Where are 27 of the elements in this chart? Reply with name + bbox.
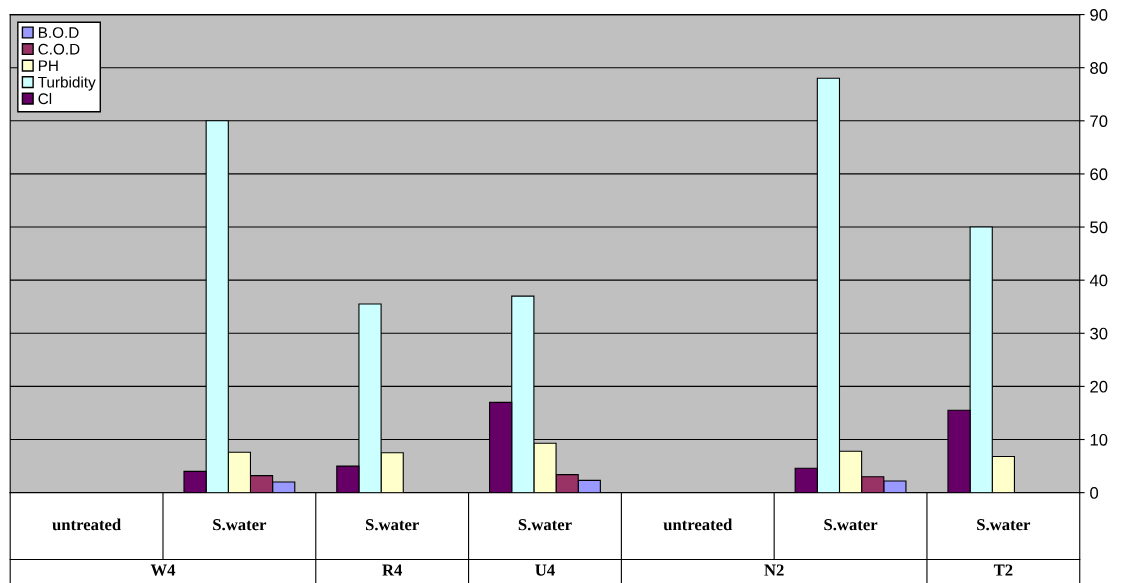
legend-label: PH: [38, 60, 58, 71]
y-tick-label: 20: [1090, 380, 1108, 393]
x-tick-label: S.water: [977, 519, 1031, 531]
y-tick-label: 30: [1090, 327, 1108, 340]
text: R4: [382, 564, 403, 576]
legend-label: Turbidity: [38, 76, 96, 91]
text: U4: [535, 564, 555, 576]
y-tick-label: 40: [1089, 274, 1108, 287]
y-tick-label: 60: [1090, 168, 1108, 181]
y-tick-label: 50: [1090, 221, 1108, 234]
legend-label: Cl: [38, 92, 52, 105]
text: N2: [764, 564, 784, 576]
x-tick-label: untreated: [663, 518, 733, 531]
y-tick-label: 70: [1090, 115, 1108, 128]
text: T2: [993, 564, 1013, 576]
y-tick-label: 90: [1090, 8, 1108, 21]
y-tick-label: 10: [1090, 433, 1108, 446]
x-tick-label: S.water: [213, 519, 267, 531]
x-tick-label: S.water: [365, 519, 419, 531]
text: W4: [150, 564, 176, 576]
x-tick-label: untreated: [52, 518, 121, 531]
x-tick-label: S.water: [824, 519, 878, 531]
y-tick-label: 80: [1090, 62, 1108, 74]
x-tick-label: S.water: [518, 519, 572, 531]
y-tick-label: 0: [1090, 487, 1099, 499]
legend-label: C.O.D: [38, 43, 80, 55]
legend-label: B.O.D: [38, 27, 79, 39]
